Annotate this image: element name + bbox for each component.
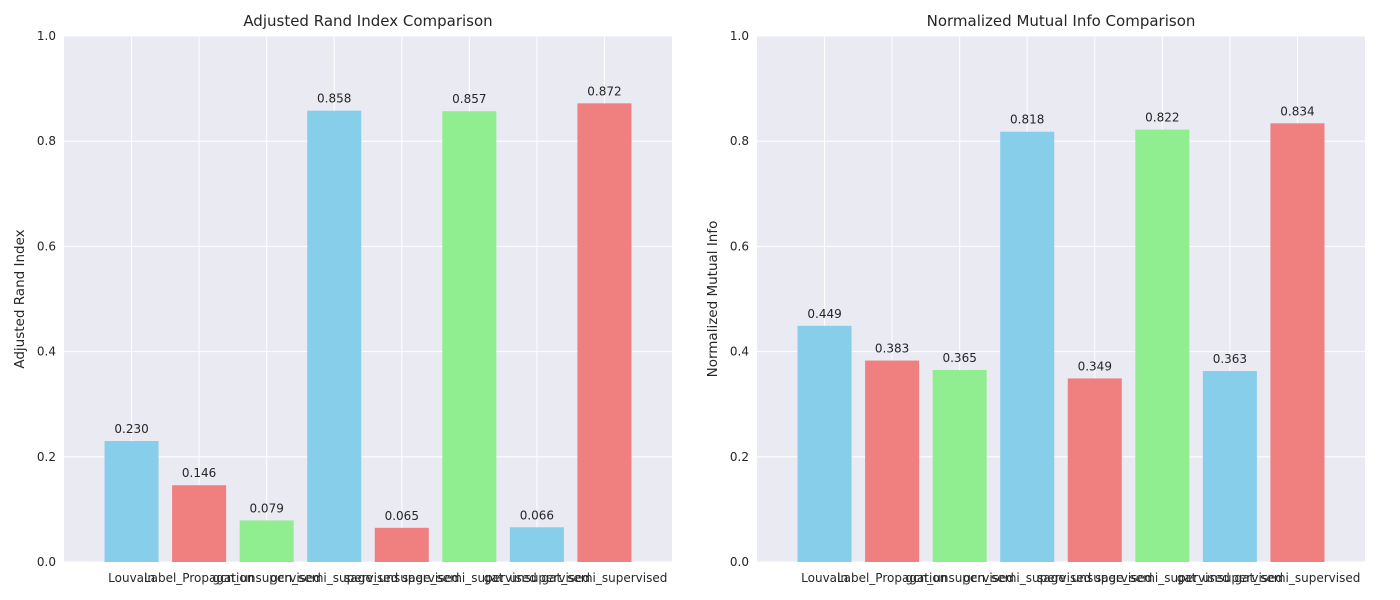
bar-louvain — [104, 441, 159, 562]
chart-title: Adjusted Rand Index Comparison — [243, 12, 492, 30]
bar-value-label: 0.857 — [452, 92, 486, 106]
y-tick-label: 0.6 — [37, 239, 56, 253]
x-tick-label: Louvain — [108, 571, 155, 585]
bar-sage-unsupervised — [374, 527, 429, 562]
bar-value-label: 0.872 — [587, 84, 621, 98]
y-tick-label: 1.0 — [37, 29, 56, 43]
chart-panel-1: 0.230 0.146 0.079 0.858 0.065 0.857 0.066 0.872… — [12, 12, 672, 585]
bar-gat-semi-supervised — [577, 103, 632, 562]
bar-value-label: 0.066 — [520, 508, 554, 522]
y-axis-label: Normalized Mutual Info — [705, 221, 721, 378]
x-tick-label: sage_semi_supervised — [1095, 571, 1230, 585]
bar-value-label: 0.065 — [385, 509, 419, 523]
bar-value-label: 0.365 — [942, 351, 976, 365]
x-tick-label: Label_Propagation — [837, 571, 947, 585]
y-tick-label: 0.4 — [37, 345, 56, 359]
chart-panel-2: 0.449 0.383 0.365 0.818 0.349 0.822 0.363 0.834… — [705, 12, 1365, 585]
bar-value-label: 0.818 — [1010, 113, 1044, 127]
y-tick-label: 0.2 — [37, 450, 56, 464]
bar-value-label: 0.822 — [1145, 111, 1179, 125]
x-tick-label: gcn_unsupervised — [905, 571, 1014, 585]
y-tick-label: 0.4 — [730, 345, 749, 359]
x-tick-label: Louvain — [801, 571, 848, 585]
bar-value-label: 0.079 — [249, 501, 283, 515]
x-tick-label: gcn_unsupervised — [212, 571, 321, 585]
bar-gcn-semi-supervised — [307, 110, 362, 562]
x-tick-label: gcn_semi_supervised — [270, 571, 398, 585]
y-tick-label: 0.8 — [37, 134, 56, 148]
bar-label-propagation — [172, 485, 227, 562]
bar-sage-semi-supervised — [442, 111, 497, 562]
y-axis-label: Adjusted Rand Index — [12, 229, 28, 368]
x-tick-label: gat_unsupervised — [484, 571, 590, 585]
bar-sage-unsupervised — [1067, 378, 1122, 562]
bar-sage-semi-supervised — [1135, 129, 1190, 563]
x-tick-label: gat_semi_supervised — [542, 571, 668, 585]
y-tick-label: 0.8 — [730, 134, 749, 148]
bar-value-label: 0.230 — [114, 422, 148, 436]
bar-gcn-semi-supervised — [1000, 131, 1055, 562]
x-tick-label: gat_semi_supervised — [1235, 571, 1361, 585]
plot-area — [64, 36, 672, 562]
bar-label-propagation — [865, 360, 920, 562]
x-tick-label: sage_unsupervised — [1037, 571, 1152, 585]
x-tick-label: gcn_semi_supervised — [963, 571, 1091, 585]
bar-value-label: 0.363 — [1213, 352, 1247, 366]
bar-value-label: 0.349 — [1078, 359, 1112, 373]
x-tick-label: Label_Propagation — [144, 571, 254, 585]
bar-value-label: 0.834 — [1280, 104, 1314, 118]
bar-gat-unsupervised — [1202, 371, 1257, 562]
x-tick-label: sage_unsupervised — [344, 571, 459, 585]
bar-louvain — [797, 325, 852, 562]
x-tick-label: sage_semi_supervised — [402, 571, 537, 585]
bar-value-label: 0.383 — [875, 342, 909, 356]
bar-gat-unsupervised — [509, 527, 564, 562]
x-tick-label: gat_unsupervised — [1177, 571, 1283, 585]
chart-title: Normalized Mutual Info Comparison — [927, 12, 1196, 30]
bar-value-label: 0.858 — [317, 92, 351, 106]
y-tick-label: 0.0 — [730, 555, 749, 569]
y-tick-label: 0.2 — [730, 450, 749, 464]
bar-gat-semi-supervised — [1270, 123, 1325, 562]
y-tick-label: 1.0 — [730, 29, 749, 43]
y-tick-label: 0.6 — [730, 239, 749, 253]
y-tick-label: 0.0 — [37, 555, 56, 569]
bar-gcn-unsupervised — [239, 520, 294, 562]
bar-value-label: 0.449 — [807, 307, 841, 321]
bar-value-label: 0.146 — [182, 466, 216, 480]
plot-area — [757, 36, 1365, 562]
bar-gcn-unsupervised — [932, 370, 987, 562]
